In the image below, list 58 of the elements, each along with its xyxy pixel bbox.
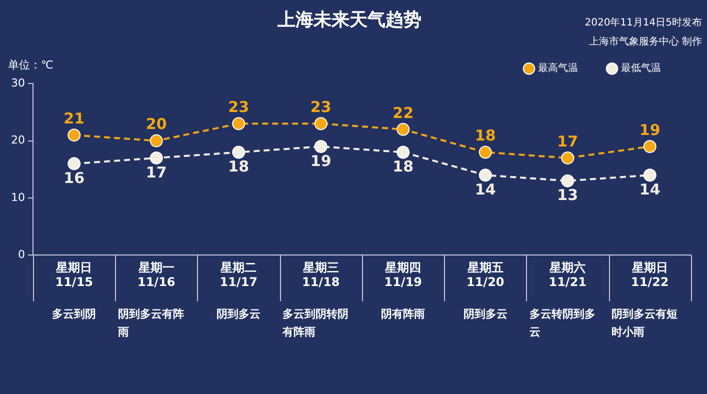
point xyxy=(232,117,246,130)
point xyxy=(396,146,410,159)
x-tick-label: 星期日 11/22 xyxy=(630,260,669,289)
y-axis-title: 单位：℃ xyxy=(8,58,54,72)
legend-label: 最低气温 xyxy=(621,62,661,74)
data-label: 13 xyxy=(557,186,578,204)
y-tick-label: 30 xyxy=(10,76,25,90)
data-label: 22 xyxy=(392,104,414,122)
x-tick-label: 星期日 11/15 xyxy=(55,260,94,289)
data-label: 19 xyxy=(639,120,660,139)
y-tick-label: 20 xyxy=(10,134,25,147)
x-tick-label: 星期一 11/16 xyxy=(137,260,176,289)
text: 阴到多云 xyxy=(216,308,261,321)
point xyxy=(68,128,81,142)
data-label: 17 xyxy=(557,132,578,150)
point xyxy=(150,134,163,148)
data-label: 20 xyxy=(146,115,167,134)
text: 阴到多云有阵雨 xyxy=(117,308,184,339)
data-label: 23 xyxy=(228,98,250,116)
y-tick-label: 10 xyxy=(10,190,25,204)
text: 阴有阵雨 xyxy=(381,308,426,321)
point xyxy=(396,122,410,136)
data-label: 18 xyxy=(392,158,414,176)
point xyxy=(150,151,163,164)
text: 2020年11月14日5时发布 xyxy=(584,16,702,29)
point xyxy=(561,174,574,188)
text: 多云到阴 xyxy=(52,308,96,321)
data-label: 18 xyxy=(474,126,496,145)
data-label: 14 xyxy=(639,180,660,199)
x-tick-label: 星期四 11/19 xyxy=(384,260,422,289)
y-tick-label: 0 xyxy=(18,248,25,262)
point xyxy=(478,146,492,159)
data-label: 16 xyxy=(64,169,85,188)
text: 阴到多云 xyxy=(463,308,508,321)
x-tick-label: 星期六 11/21 xyxy=(548,260,587,289)
text: 多云转阴到多云 xyxy=(530,308,596,339)
text: 上海市气象服务中心 制作 xyxy=(588,36,702,48)
point xyxy=(68,157,81,170)
data-label: 19 xyxy=(310,152,332,170)
data-label: 21 xyxy=(64,109,85,128)
data-label: 17 xyxy=(146,163,167,182)
point xyxy=(314,117,328,130)
point xyxy=(643,140,656,154)
point xyxy=(314,140,328,154)
point xyxy=(561,151,574,164)
point xyxy=(643,168,656,182)
text: 多云到阴转阴有阵雨 xyxy=(282,308,349,339)
legend-label: 最高气温 xyxy=(538,62,578,74)
point xyxy=(478,168,492,182)
data-label: 14 xyxy=(474,180,496,199)
point xyxy=(232,146,246,159)
chart-title: 上海未来天气趋势 xyxy=(276,9,422,30)
x-tick-label: 星期二 11/17 xyxy=(220,260,258,289)
data-label: 23 xyxy=(310,98,332,116)
data-label: 18 xyxy=(228,158,250,176)
x-tick-label: 星期五 11/20 xyxy=(466,260,504,289)
text: 阴到多云有短时小雨 xyxy=(612,308,678,339)
x-tick-label: 星期三 11/18 xyxy=(302,260,340,289)
